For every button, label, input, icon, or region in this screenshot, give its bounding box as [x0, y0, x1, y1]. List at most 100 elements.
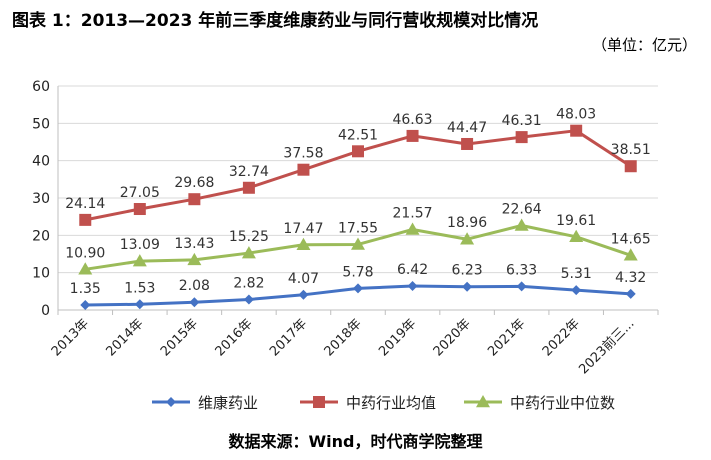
- data-label: 6.33: [506, 262, 537, 278]
- series-markers: [78, 124, 638, 310]
- x-tick-label: 2013年: [49, 316, 92, 359]
- data-point: [624, 160, 637, 173]
- legend-marker: [476, 395, 490, 408]
- x-tick-label: 2020年: [431, 316, 474, 359]
- data-point: [516, 281, 527, 292]
- data-label: 46.31: [502, 113, 542, 129]
- x-tick-label: 2023前三...: [576, 316, 638, 378]
- data-point: [242, 181, 255, 194]
- data-point: [297, 163, 310, 176]
- y-tick-label: 50: [32, 116, 50, 132]
- data-point: [134, 299, 145, 310]
- data-label: 46.63: [392, 112, 432, 128]
- data-point: [570, 124, 583, 137]
- legend: 维康药业 中药行业均值 中药行业中位数: [152, 394, 615, 412]
- data-point: [623, 248, 638, 261]
- data-point: [352, 145, 364, 158]
- legend-label: 中药行业均值: [346, 394, 436, 412]
- legend-marker: [313, 396, 325, 408]
- data-point: [405, 222, 420, 235]
- data-label: 2.82: [233, 275, 264, 291]
- data-label: 5.78: [342, 264, 373, 280]
- y-tick-label: 10: [32, 266, 50, 282]
- series-line: [84, 129, 632, 222]
- data-label: 27.05: [120, 185, 160, 201]
- data-point: [625, 288, 636, 299]
- data-point: [351, 237, 365, 250]
- data-label: 24.14: [65, 196, 105, 212]
- data-point: [132, 254, 147, 267]
- data-point: [462, 281, 473, 292]
- data-point: [406, 129, 419, 142]
- data-point: [189, 297, 200, 308]
- data-point: [460, 232, 475, 245]
- x-tick-label: 2022年: [540, 316, 583, 359]
- legend-marker: [166, 397, 176, 407]
- data-label: 1.35: [70, 281, 101, 297]
- data-label: 17.47: [283, 221, 323, 237]
- data-point: [571, 285, 582, 296]
- data-point: [515, 131, 528, 144]
- x-tick-label: 2015年: [158, 316, 201, 359]
- data-point: [296, 237, 311, 251]
- data-label: 44.47: [447, 120, 487, 136]
- data-label: 14.65: [611, 231, 651, 247]
- x-tick-label: 2014年: [103, 316, 146, 359]
- data-label: 29.68: [174, 175, 214, 191]
- data-label: 15.25: [229, 229, 269, 245]
- data-label: 17.55: [338, 220, 378, 236]
- data-label: 22.64: [502, 201, 542, 217]
- data-label: 1.53: [124, 280, 155, 296]
- data-source-note: 数据来源：Wind，时代商学院整理: [228, 432, 483, 451]
- x-tick-label: 2017年: [267, 316, 310, 359]
- x-tick-label: 2021年: [485, 316, 528, 359]
- data-point: [514, 218, 529, 231]
- legend-label: 维康药业: [198, 394, 258, 412]
- data-label: 38.51: [611, 142, 651, 158]
- data-point: [241, 246, 256, 259]
- chart-title: 图表 1：2013—2023 年前三季度维康药业与同行营收规模对比情况: [12, 11, 539, 31]
- x-tick-label: 2016年: [213, 316, 256, 359]
- y-tick-label: 20: [32, 228, 50, 244]
- data-label: 19.61: [556, 213, 596, 229]
- data-label: 13.43: [174, 236, 214, 252]
- data-point: [243, 294, 254, 305]
- data-label: 42.51: [338, 127, 378, 143]
- grid-lines: [58, 85, 658, 274]
- data-point: [133, 203, 146, 216]
- data-point: [569, 229, 584, 243]
- data-label: 10.90: [65, 245, 105, 261]
- data-point: [80, 299, 91, 310]
- y-tick-label: 60: [32, 79, 50, 95]
- x-axis: 2013年 2014年 2015年 2016年 2017年 2018年 2019年 2020年…: [49, 309, 659, 378]
- data-point: [298, 289, 309, 300]
- legend-label: 中药行业中位数: [510, 394, 615, 412]
- data-point: [188, 193, 201, 206]
- y-tick-label: 0: [41, 303, 50, 319]
- data-label: 37.58: [283, 146, 323, 162]
- data-label: 6.42: [397, 262, 428, 278]
- data-label: 18.96: [447, 215, 487, 231]
- data-point: [187, 252, 202, 266]
- data-point: [79, 213, 92, 226]
- data-label: 21.57: [392, 205, 432, 221]
- data-label: 6.23: [452, 263, 483, 279]
- data-point: [353, 283, 363, 294]
- data-point: [407, 281, 418, 292]
- data-label: 4.32: [615, 270, 646, 286]
- x-tick-label: 2018年: [322, 316, 365, 359]
- y-axis: 0 10 20 30 40 50 60: [32, 79, 59, 319]
- data-label: 5.31: [561, 266, 592, 282]
- y-tick-label: 40: [32, 154, 50, 170]
- data-label: 48.03: [556, 107, 596, 123]
- x-tick-label: 2019年: [376, 316, 419, 359]
- data-labels: 1.35 1.53 2.08 2.82 4.07 5.78 6.42 6.23 6.33 5.31…: [65, 107, 651, 297]
- data-label: 13.09: [120, 237, 160, 253]
- data-point: [461, 137, 474, 150]
- y-tick-label: 30: [32, 191, 50, 207]
- unit-label: （单位：亿元）: [591, 36, 697, 54]
- data-label: 2.08: [179, 278, 210, 294]
- data-point: [78, 262, 93, 275]
- data-label: 4.07: [288, 271, 319, 287]
